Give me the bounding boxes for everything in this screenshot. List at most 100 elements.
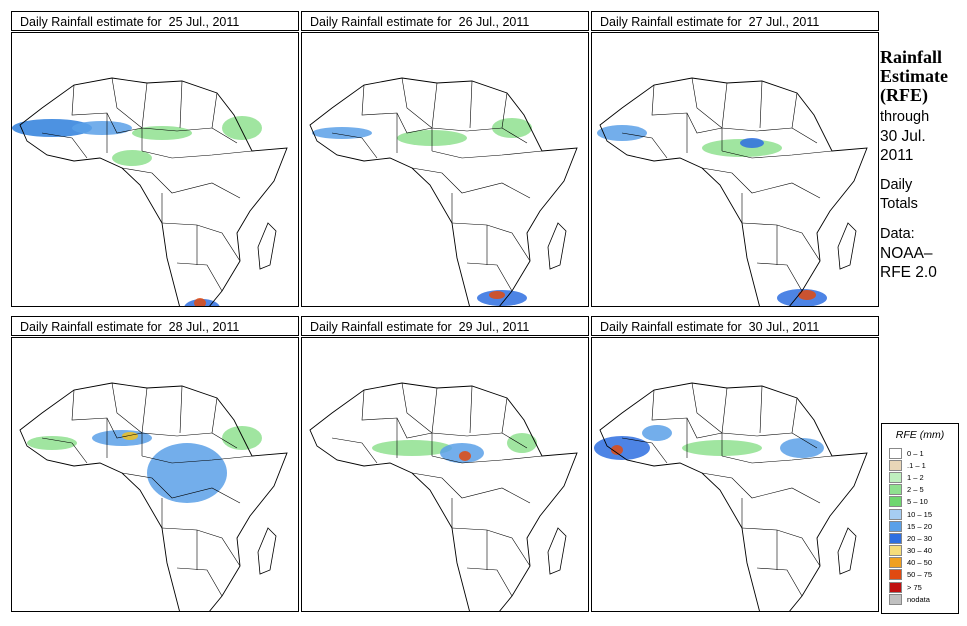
- rainfall-area: [92, 430, 152, 446]
- country-border: [411, 472, 531, 504]
- rainfall-area: [27, 436, 77, 450]
- country-border: [111, 382, 143, 456]
- legend-swatch: [889, 459, 902, 471]
- legend-item: 1 – 2: [889, 471, 932, 483]
- rainfall-area: [489, 291, 505, 299]
- country-border: [501, 397, 528, 449]
- country-border: [331, 437, 378, 464]
- rainfall-area: [780, 438, 824, 458]
- map-background: [12, 33, 298, 306]
- country-border: [759, 385, 763, 434]
- rainfall-map: [301, 337, 589, 612]
- country-border: [141, 455, 253, 464]
- rainfall-area: [798, 290, 816, 300]
- country-border: [759, 80, 763, 129]
- legend-label: 10 – 15: [907, 509, 933, 519]
- country-border: [756, 567, 803, 597]
- panel-title: Daily Rainfall estimate for 25 Jul., 201…: [11, 11, 299, 31]
- daily-label: Daily: [880, 177, 913, 193]
- legend-label: 15 – 20: [907, 521, 933, 531]
- data-label: Data:: [880, 226, 915, 242]
- country-border: [141, 387, 213, 437]
- country-border: [701, 167, 821, 199]
- country-border: [176, 262, 223, 292]
- legend-item: nodata: [889, 593, 932, 605]
- rainfall-area: [642, 425, 672, 441]
- through-label: through: [880, 109, 930, 125]
- panel-title: Daily Rainfall estimate for 27 Jul., 201…: [591, 11, 879, 31]
- country-border: [211, 397, 238, 449]
- rainfall-area: [372, 440, 452, 456]
- country-border: [691, 382, 723, 456]
- legend-swatch: [889, 581, 902, 593]
- country-border: [176, 567, 223, 597]
- country-border: [691, 77, 723, 151]
- legend-item: 5 – 10: [889, 496, 932, 508]
- panel-27-jul: Daily Rainfall estimate for 27 Jul., 201…: [591, 11, 881, 307]
- country-border: [431, 387, 503, 437]
- madagascar-outline: [547, 527, 567, 575]
- country-border: [469, 80, 473, 129]
- legend-item: 15 – 20: [889, 520, 932, 532]
- panel-28-jul: Daily Rainfall estimate for 28 Jul., 201…: [11, 316, 301, 612]
- rainfall-area: [459, 451, 471, 461]
- country-border: [791, 92, 818, 144]
- legend-item: > 75: [889, 581, 932, 593]
- country-border: [121, 472, 241, 504]
- side-title-line-3: (RFE): [880, 85, 928, 105]
- date-line-1: 30 Jul.: [880, 128, 926, 145]
- legend-label: 30 – 40: [907, 546, 933, 556]
- legend-label: > 75: [907, 582, 922, 592]
- rainfall-map: [11, 337, 299, 612]
- legend-label: 5 – 10: [907, 497, 928, 507]
- madagascar-outline: [257, 527, 277, 575]
- legend-label: 50 – 75: [907, 570, 933, 580]
- map-background: [592, 33, 878, 306]
- rainfall-area: [147, 443, 227, 503]
- legend-swatch: [889, 569, 902, 581]
- country-border: [141, 150, 253, 159]
- legend-item: 2 – 5: [889, 484, 932, 496]
- side-title-line-2: Estimate: [880, 66, 948, 86]
- country-border: [451, 222, 531, 262]
- rainfall-area: [740, 138, 764, 148]
- legend-rows: 0 – 1 .1 – 1 1 – 2 2 – 5 5 – 10 10 – 15 15 – 2…: [889, 447, 932, 605]
- side-info: Rainfall Estimate (RFE) through 30 Jul. …: [880, 48, 965, 282]
- country-border: [179, 80, 183, 129]
- legend-swatch: [889, 484, 902, 496]
- rainfall-map: [591, 32, 879, 307]
- rainfall-area: [122, 432, 138, 440]
- legend-swatch: [889, 496, 902, 508]
- legend-item: 40 – 50: [889, 557, 932, 569]
- rainfall-area: [112, 150, 152, 166]
- panel-title: Daily Rainfall estimate for 26 Jul., 201…: [301, 11, 589, 31]
- country-border: [721, 150, 833, 159]
- country-border: [466, 567, 513, 597]
- country-border: [211, 92, 238, 144]
- rainfall-area: [492, 118, 532, 138]
- country-border: [721, 82, 793, 132]
- rainfall-area: [507, 433, 537, 453]
- panel-title: Daily Rainfall estimate for 29 Jul., 201…: [301, 316, 589, 336]
- legend-item: 20 – 30: [889, 532, 932, 544]
- country-border: [41, 132, 88, 159]
- country-border: [701, 472, 821, 504]
- panel-title: Daily Rainfall estimate for 28 Jul., 201…: [11, 316, 299, 336]
- legend-label: 20 – 30: [907, 533, 933, 543]
- map-background: [592, 338, 878, 611]
- country-border: [721, 455, 833, 464]
- legend-label: 0 – 1: [907, 448, 924, 458]
- country-border: [791, 397, 818, 449]
- legend-item: .1 – 1: [889, 459, 932, 471]
- rainfall-area: [222, 116, 262, 140]
- rainfall-area: [132, 126, 192, 140]
- country-border: [741, 527, 821, 567]
- rainfall-area: [72, 121, 132, 135]
- country-border: [179, 385, 183, 434]
- panel-title: Daily Rainfall estimate for 30 Jul., 201…: [591, 316, 879, 336]
- country-border: [621, 132, 668, 159]
- rainfall-area: [222, 426, 262, 450]
- country-border: [756, 262, 803, 292]
- legend-item: 10 – 15: [889, 508, 932, 520]
- country-border: [161, 527, 241, 567]
